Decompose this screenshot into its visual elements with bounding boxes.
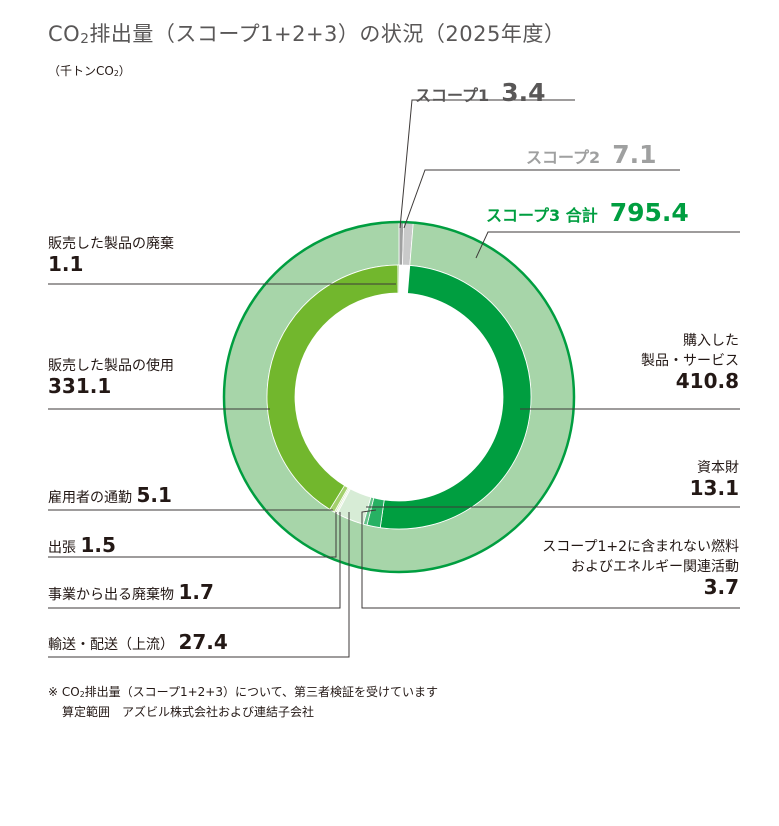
unit-label: （千トンCO2）: [48, 64, 131, 79]
label-fuel-energy: スコープ1+2に含まれない燃料 およびエネルギー関連活動 3.7: [542, 539, 739, 599]
leader-line-9: [48, 512, 341, 609]
footnote: ※ CO2排出量（スコープ1+2+3）について、第三者検証を受けています 算定範…: [48, 685, 439, 719]
scope3-total-label: スコープ3 合計 795.4: [486, 198, 689, 227]
label-sold-product-use: 販売した製品の使用 331.1: [48, 358, 174, 398]
inner-slice-0: [379, 265, 532, 530]
leader-line-1: [403, 169, 680, 229]
inner-ring: [266, 264, 532, 530]
inner-slice-8: [397, 264, 400, 294]
label-upstream-transport: 輸送・配送（上流） 27.4: [48, 630, 228, 654]
label-sold-product-disposal: 販売した製品の廃棄 1.1: [48, 236, 174, 276]
outer-ring-border: [222, 220, 576, 574]
label-capital-goods: 資本財 13.1: [689, 460, 739, 500]
leader-line-11: [361, 509, 740, 609]
label-business-travel: 出張 1.5: [48, 533, 116, 557]
scope2-label: スコープ2 7.1: [526, 140, 657, 169]
scope1-label: スコープ1 3.4: [415, 78, 546, 107]
leader-line-8: [48, 512, 337, 558]
leader-line-10: [48, 512, 350, 658]
label-purchased-goods: 購入した 製品・サービス 410.8: [641, 333, 739, 393]
label-waste: 事業から出る廃棄物 1.7: [48, 580, 214, 604]
leader-lines: [48, 99, 740, 658]
chart-title: CO2排出量（スコープ1+2+3）の状況（2025年度）: [48, 22, 566, 48]
label-employee-commuting: 雇用者の通勤 5.1: [48, 483, 172, 507]
leader-line-0: [399, 99, 575, 229]
leader-line-2: [475, 231, 740, 259]
